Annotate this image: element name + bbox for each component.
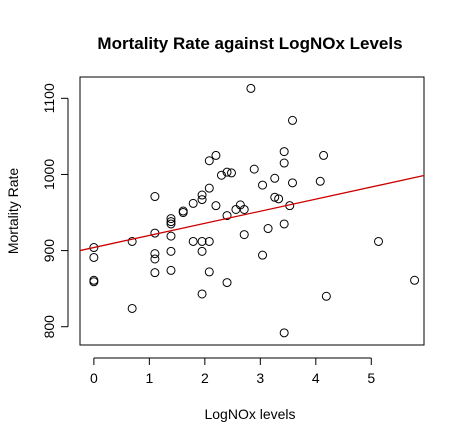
data-point — [150, 254, 160, 264]
x-tick-label: 1 — [145, 370, 153, 386]
data-point — [239, 204, 249, 214]
data-point — [270, 173, 280, 183]
data-point — [222, 211, 232, 221]
data-point — [279, 328, 289, 338]
plot-frame — [79, 76, 425, 346]
y-tick-label: 900 — [41, 239, 57, 263]
x-tick-label: 4 — [312, 370, 320, 386]
data-point — [166, 217, 176, 227]
data-point — [258, 180, 268, 190]
x-tick-label: 0 — [90, 370, 98, 386]
x-tick-label: 5 — [367, 370, 375, 386]
y-axis: 800 900 1000 1100 — [41, 83, 69, 339]
data-point — [315, 176, 325, 186]
data-point — [197, 289, 207, 299]
data-point — [211, 201, 221, 211]
data-point — [222, 167, 232, 177]
data-point — [270, 192, 280, 202]
chart-title: Mortality Rate against LogNOx Levels — [97, 34, 402, 53]
data-point — [410, 275, 420, 285]
data-point — [89, 277, 99, 287]
data-point — [204, 236, 214, 246]
data-point — [274, 194, 284, 204]
data-point — [204, 156, 214, 166]
regression-line — [79, 174, 425, 252]
data-point — [222, 278, 232, 288]
data-point — [197, 246, 207, 256]
data-point — [321, 291, 331, 301]
data-point — [211, 150, 221, 160]
data-point — [178, 208, 188, 218]
data-point — [150, 249, 160, 259]
data-point — [263, 224, 273, 234]
x-axis: 0 1 2 3 4 5 — [90, 357, 375, 386]
y-tick-label: 1000 — [41, 159, 57, 190]
x-tick-label: 3 — [256, 370, 264, 386]
data-point — [374, 236, 384, 246]
data-point — [216, 170, 226, 180]
data-point — [166, 246, 176, 256]
data-point — [231, 204, 241, 214]
data-point — [89, 252, 99, 262]
data-point — [127, 303, 137, 313]
x-axis-label: LogNOx levels — [204, 406, 295, 422]
data-point — [249, 164, 259, 174]
y-tick-label: 800 — [41, 315, 57, 339]
data-point — [197, 190, 207, 200]
data-point — [166, 214, 176, 224]
data-point — [150, 192, 160, 202]
data-point — [150, 268, 160, 278]
data-point — [204, 183, 214, 193]
data-point — [204, 267, 214, 277]
y-axis-label: Mortality Rate — [5, 168, 21, 255]
data-point — [197, 195, 207, 205]
data-point — [239, 230, 249, 240]
y-tick-label: 1100 — [41, 83, 57, 113]
data-point — [197, 236, 207, 246]
data-point — [246, 83, 256, 93]
data-point — [319, 150, 329, 160]
data-point — [258, 250, 268, 260]
data-point — [226, 168, 236, 178]
data-point — [279, 147, 289, 157]
regression-line-layer — [79, 174, 425, 252]
data-point — [166, 231, 176, 241]
data-point — [188, 198, 198, 208]
data-point — [279, 219, 289, 229]
data-point — [89, 243, 99, 253]
data-point — [188, 236, 198, 246]
data-points — [89, 83, 420, 338]
data-point — [288, 178, 298, 188]
x-tick-label: 2 — [201, 370, 209, 386]
data-point — [288, 115, 298, 125]
data-point — [279, 158, 289, 168]
data-point — [166, 265, 176, 275]
data-point — [166, 219, 176, 229]
data-point — [127, 236, 137, 246]
